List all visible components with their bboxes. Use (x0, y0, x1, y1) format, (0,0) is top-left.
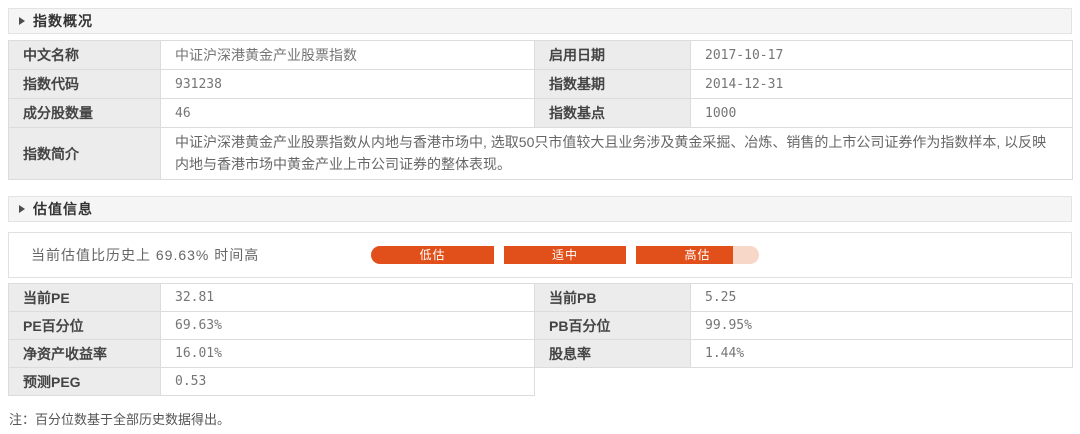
field-label-current-pb: 当前PB (534, 283, 691, 313)
overview-table: 中文名称 中证沪深港黄金产业股票指数 启用日期 2017-10-17 指数代码 … (8, 40, 1073, 181)
field-label-pe-percentile: PE百分位 (8, 311, 161, 341)
section-header-overview[interactable]: 指数概况 (8, 8, 1072, 34)
gauge-label-overvalued: 高估 (684, 248, 711, 263)
field-value-constituents: 46 (160, 98, 535, 128)
field-label-roe: 净资产收益率 (8, 339, 161, 369)
gauge-label-moderate: 适中 (551, 248, 578, 263)
field-label-base-point: 指数基点 (534, 98, 691, 128)
table-row: 净资产收益率 16.01% 股息率 1.44% (8, 339, 1073, 369)
field-value-dividend-yield: 1.44% (690, 339, 1073, 369)
field-label-cn-name: 中文名称 (8, 40, 161, 70)
table-row: PE百分位 69.63% PB百分位 99.95% (8, 311, 1073, 341)
field-value-index-code: 931238 (160, 69, 535, 99)
table-row: 成分股数量 46 指数基点 1000 (8, 98, 1073, 128)
valuation-gauge-panel: 当前估值比历史上 69.63% 时间高 低估 适中 高估 (8, 232, 1072, 279)
table-row: 中文名称 中证沪深港黄金产业股票指数 启用日期 2017-10-17 (8, 40, 1073, 70)
field-label-brief: 指数简介 (8, 126, 161, 181)
footnote: 注：百分位数基于全部历史数据得出。 (9, 412, 231, 428)
valuation-gauge: 低估 适中 高估 (371, 246, 759, 265)
field-value-roe: 16.01% (160, 339, 535, 369)
section-title-valuation: 估值信息 (33, 201, 93, 218)
section-header-valuation[interactable]: 估值信息 (8, 196, 1072, 223)
field-value-current-pb: 5.25 (690, 283, 1073, 313)
valuation-table: 当前PE 32.81 当前PB 5.25 PE百分位 69.63% PB百分位 … (8, 283, 1073, 397)
field-label-launch-date: 启用日期 (534, 40, 691, 70)
gauge-segment-undervalued: 低估 (371, 246, 494, 265)
field-value-pb-percentile: 99.95% (690, 311, 1073, 341)
field-label-pb-percentile: PB百分位 (534, 311, 691, 341)
triangle-right-icon (19, 205, 25, 214)
empty-cell (535, 368, 1073, 396)
field-label-dividend-yield: 股息率 (534, 339, 691, 369)
table-row: 当前PE 32.81 当前PB 5.25 (8, 283, 1073, 313)
field-label-base-date: 指数基期 (534, 69, 691, 99)
field-value-base-date: 2014-12-31 (690, 69, 1073, 99)
gauge-segment-moderate: 适中 (504, 246, 626, 265)
field-value-current-pe: 32.81 (160, 283, 535, 313)
valuation-summary: 当前估值比历史上 69.63% 时间高 (31, 247, 260, 264)
gauge-fill-bar (636, 246, 734, 265)
field-value-launch-date: 2017-10-17 (690, 40, 1073, 70)
field-value-brief: 中证沪深港黄金产业股票指数从内地与香港市场中, 选取50只市值较大且业务涉及黄金… (160, 126, 1073, 181)
field-label-forecast-peg: 预测PEG (8, 367, 161, 397)
field-label-index-code: 指数代码 (8, 69, 161, 99)
section-title-overview: 指数概况 (33, 13, 93, 29)
table-row: 指数代码 931238 指数基期 2014-12-31 (8, 69, 1073, 99)
table-row-brief: 指数简介 中证沪深港黄金产业股票指数从内地与香港市场中, 选取50只市值较大且业… (8, 126, 1073, 181)
field-value-base-point: 1000 (690, 98, 1073, 128)
field-value-pe-percentile: 69.63% (160, 311, 535, 341)
gauge-segment-overvalued: 高估 (636, 246, 759, 265)
field-value-cn-name: 中证沪深港黄金产业股票指数 (160, 40, 535, 70)
table-row: 预测PEG 0.53 (8, 367, 1073, 397)
gauge-label-undervalued: 低估 (419, 248, 446, 263)
field-label-current-pe: 当前PE (8, 283, 161, 313)
field-label-constituents: 成分股数量 (8, 98, 161, 128)
triangle-right-icon (19, 17, 25, 25)
field-value-forecast-peg: 0.53 (160, 367, 535, 397)
